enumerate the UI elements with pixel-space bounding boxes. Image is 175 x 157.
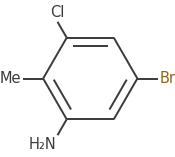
Text: Br: Br — [159, 71, 175, 86]
Text: Cl: Cl — [50, 5, 65, 20]
Text: Me: Me — [0, 71, 21, 86]
Text: H₂N: H₂N — [28, 137, 56, 152]
